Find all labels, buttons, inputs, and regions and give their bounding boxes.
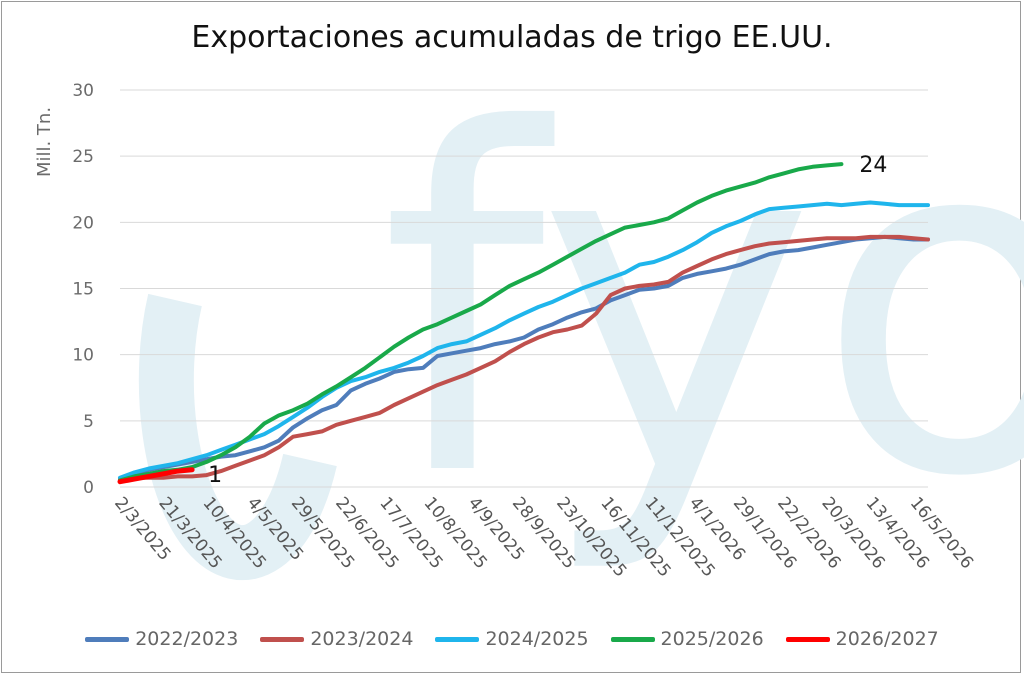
y-tick-label: 5: [83, 412, 94, 432]
series-line-2024-2025: [118, 200, 930, 480]
legend-swatch: [85, 636, 130, 642]
end-labels: 24 1: [208, 153, 887, 488]
legend-label: 2023/2024: [310, 628, 414, 650]
chart-legend: 2022/2023 2023/2024 2024/2025 2025/2026 2026…: [0, 624, 1024, 654]
legend-swatch: [260, 636, 305, 642]
series-line-2026-2027: [117, 467, 195, 485]
y-tick-label: 25: [72, 147, 94, 167]
legend-item-2022-2023: 2022/2023: [85, 628, 238, 650]
legend-swatch: [435, 636, 480, 642]
legend-swatch: [785, 636, 830, 642]
y-tick-label: 0: [83, 478, 94, 498]
gridlines: [120, 89, 928, 488]
y-axis-ticks: 0 5 10 15 20 25 30: [72, 81, 94, 498]
end-label-2025-2026: 24: [859, 153, 887, 178]
legend-item-2026-2027: 2026/2027: [785, 628, 939, 650]
legend-label: 2022/2023: [135, 628, 239, 650]
watermark-text: fyo: [380, 32, 1024, 579]
legend-item-2025-2026: 2025/2026: [610, 628, 764, 650]
y-tick-label: 20: [72, 213, 94, 233]
y-tick-label: 10: [72, 346, 94, 366]
watermark-logo: fyo: [138, 32, 1024, 581]
y-axis-label: Mill. Tn.: [34, 107, 55, 177]
legend-item-2024-2025: 2024/2025: [435, 628, 589, 650]
legend-label: 2024/2025: [485, 628, 589, 650]
y-tick-label: 30: [72, 81, 94, 101]
legend-item-2023-2024: 2023/2024: [260, 628, 413, 650]
series-line-2025-2026: [118, 162, 844, 483]
legend-label: 2025/2026: [660, 628, 764, 650]
y-tick-label: 15: [72, 280, 94, 300]
series-line-2022-2023: [118, 234, 930, 482]
series-line-2023-2024: [118, 234, 930, 482]
chart-title: Exportaciones acumuladas de trigo EE.UU.: [191, 20, 833, 55]
end-label-2026-2027: 1: [208, 463, 222, 488]
legend-swatch: [610, 636, 655, 642]
watermark-arc: [138, 293, 337, 581]
series-lines: [117, 162, 930, 485]
legend-label: 2026/2027: [835, 628, 939, 650]
